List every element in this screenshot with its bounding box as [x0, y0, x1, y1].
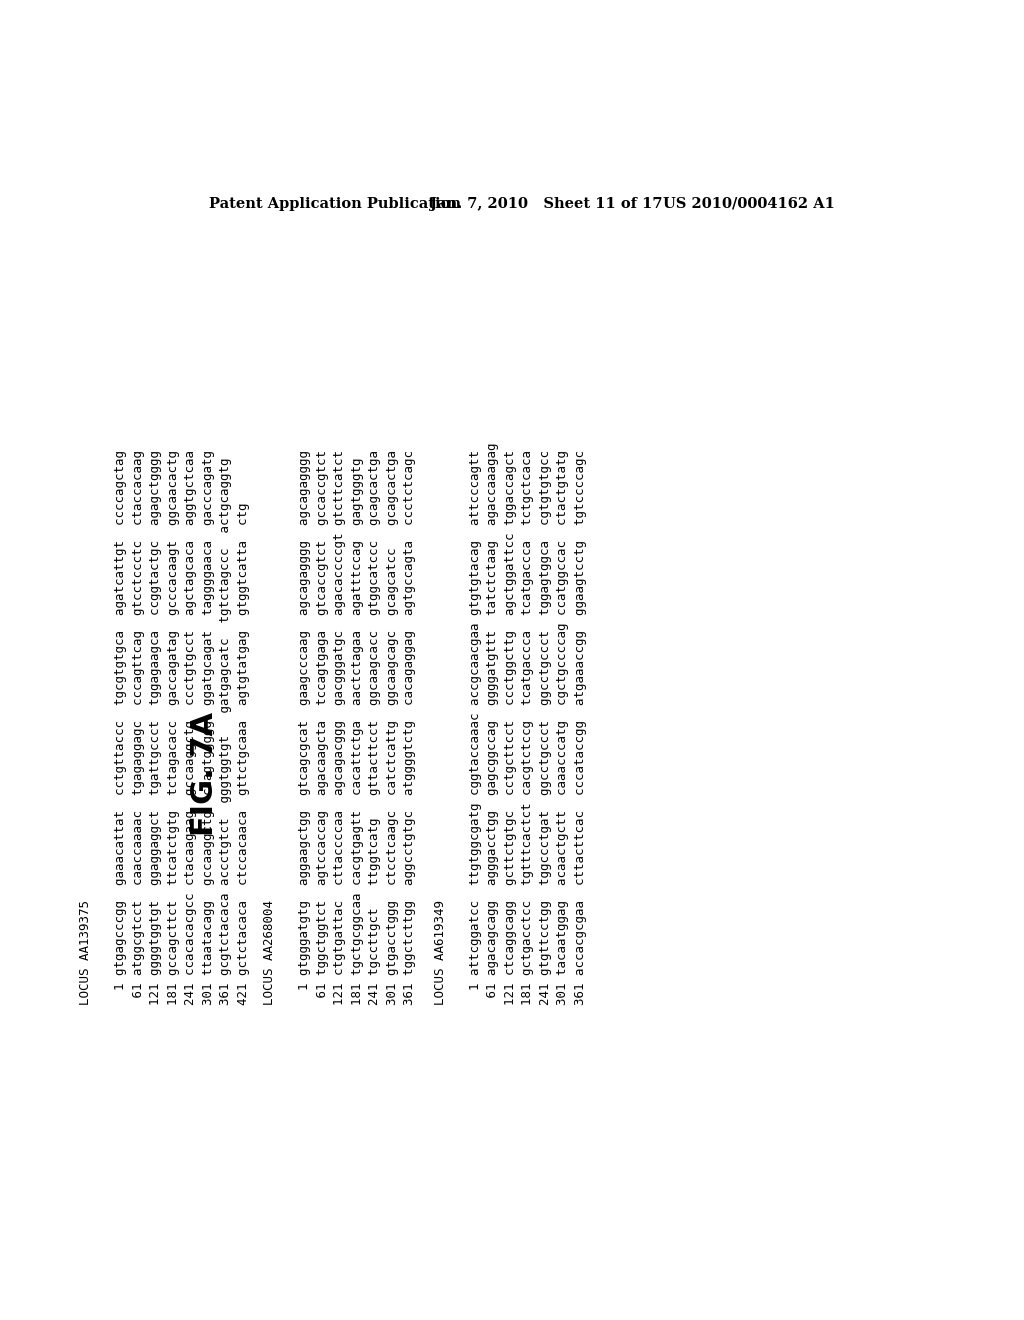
- Text: Patent Application Publication: Patent Application Publication: [209, 197, 462, 211]
- Text: US 2010/0004162 A1: US 2010/0004162 A1: [663, 197, 835, 211]
- Text: LOCUS AA268004

  1 gtgggatgtg  aggaagctgg  gtcagcgcat  gaagcccaag  agcagagggg  : LOCUS AA268004 1 gtgggatgtg aggaagctgg g…: [263, 450, 417, 1006]
- Text: LOCUS AA139375

  1 gtgagcccgg  gaaacattat  cctgttaccc  tgcgtgtgca  agatcattgt  : LOCUS AA139375 1 gtgagcccgg gaaacattat c…: [79, 450, 250, 1006]
- Text: FIG. 7A: FIG. 7A: [190, 711, 219, 836]
- Text: Jan. 7, 2010   Sheet 11 of 17: Jan. 7, 2010 Sheet 11 of 17: [430, 197, 663, 211]
- Text: LOCUS AA619349

  1 attcggatcc  ttgtggcgatg cggtaccaaac accgcaacgaa gtgtgtacag  : LOCUS AA619349 1 attcggatcc ttgtggcgatg …: [434, 444, 587, 1006]
